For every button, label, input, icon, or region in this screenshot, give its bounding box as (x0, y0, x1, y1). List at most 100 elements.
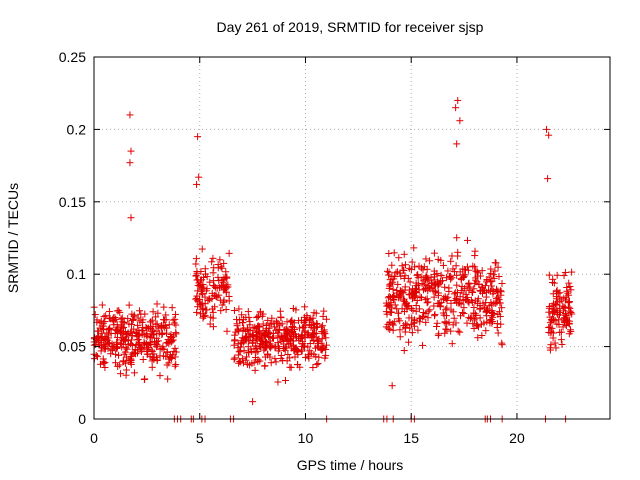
data-point (556, 298, 564, 306)
data-point (298, 332, 306, 340)
data-point (322, 341, 330, 349)
data-point (470, 324, 478, 332)
data-point (193, 276, 201, 284)
data-point (549, 308, 557, 316)
data-point (117, 315, 125, 323)
data-point (117, 370, 125, 378)
data-point (258, 336, 266, 344)
data-point (493, 323, 501, 331)
data-point (461, 284, 469, 292)
data-point (272, 358, 280, 366)
data-point (452, 104, 460, 112)
data-point (127, 327, 135, 335)
data-point (300, 318, 308, 326)
data-point (164, 375, 172, 383)
data-point (130, 369, 138, 377)
data-point (454, 96, 462, 104)
data-point (424, 314, 432, 322)
data-point (453, 271, 461, 279)
data-point (471, 310, 479, 318)
data-point (250, 359, 258, 367)
y-tick-label: 0.1 (67, 266, 87, 282)
data-point (493, 289, 501, 297)
data-point (263, 342, 271, 350)
data-point (433, 322, 441, 330)
data-point (234, 344, 242, 352)
data-point (553, 309, 561, 317)
data-point (385, 250, 393, 258)
data-point (549, 290, 557, 298)
data-point (315, 353, 323, 361)
data-point (101, 359, 109, 367)
data-point (426, 257, 434, 265)
data-point (562, 322, 570, 330)
data-point (422, 255, 430, 263)
data-point (478, 331, 486, 339)
data-point (126, 159, 134, 167)
data-point (148, 363, 156, 371)
data-point (117, 321, 125, 329)
data-point (129, 316, 137, 324)
data-point (422, 296, 430, 304)
data-point (198, 299, 206, 307)
data-point (440, 311, 448, 319)
data-point (218, 276, 226, 284)
data-point (292, 334, 300, 342)
data-point (453, 295, 461, 303)
data-point (172, 310, 180, 318)
data-point (561, 268, 569, 276)
data-point (231, 336, 239, 344)
data-point (477, 320, 485, 328)
data-point (282, 343, 290, 351)
data-point (460, 304, 468, 312)
data-point (437, 271, 445, 279)
data-point (415, 314, 423, 322)
data-point (489, 317, 497, 325)
data-point (291, 326, 299, 334)
data-point (198, 305, 206, 313)
data-point (238, 340, 246, 348)
data-point (91, 311, 99, 319)
data-point (481, 282, 489, 290)
data-point (112, 350, 120, 358)
data-point (216, 256, 224, 264)
data-point (238, 311, 246, 319)
data-point (283, 331, 291, 339)
data-point (550, 279, 558, 287)
data-point (563, 287, 571, 295)
data-point (256, 357, 264, 365)
data-point (218, 264, 226, 272)
data-point (112, 359, 120, 367)
data-point (287, 318, 295, 326)
data-point (463, 319, 471, 327)
data-point (412, 279, 420, 287)
data-point (272, 343, 280, 351)
data-point (487, 278, 495, 286)
data-point (98, 344, 106, 352)
data-point (132, 341, 140, 349)
data-point (169, 316, 177, 324)
data-point (396, 287, 404, 295)
data-point (443, 326, 451, 334)
data-point (396, 333, 404, 341)
data-point (121, 337, 129, 345)
data-point (158, 331, 166, 339)
data-point (465, 286, 473, 294)
data-point (211, 303, 219, 311)
data-point (319, 322, 327, 330)
data-point (472, 267, 480, 275)
data-point (160, 303, 168, 311)
data-point (399, 266, 407, 274)
data-point (321, 354, 329, 362)
data-point (147, 318, 155, 326)
data-point (453, 281, 461, 289)
data-point (148, 357, 156, 365)
data-point (287, 363, 295, 371)
data-point (566, 283, 574, 291)
data-point (567, 326, 575, 334)
data-point (159, 343, 167, 351)
data-point (149, 308, 157, 316)
data-point (152, 313, 160, 321)
data-point (297, 335, 305, 343)
data-point (284, 351, 292, 359)
